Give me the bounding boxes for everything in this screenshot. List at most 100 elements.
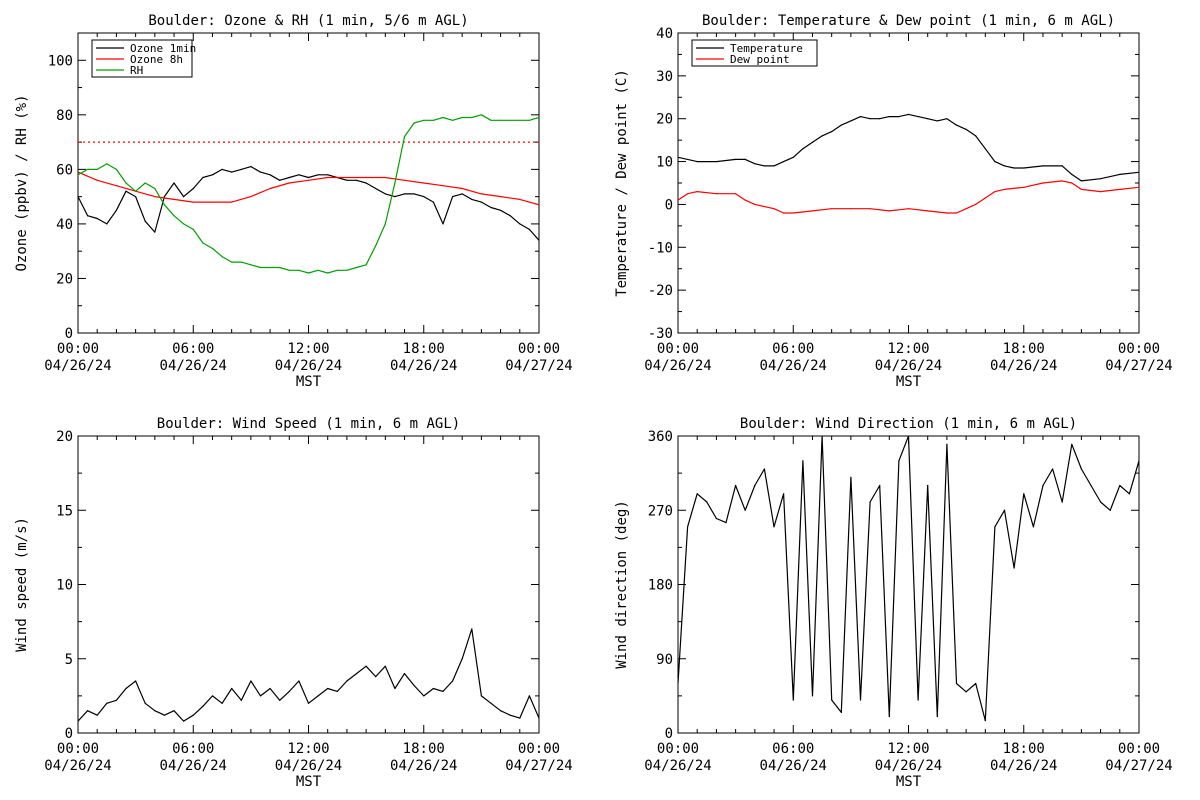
data-point [888,210,890,212]
data-point [1023,493,1025,495]
data-point [231,261,233,263]
data-point [78,171,79,173]
data-point [687,526,689,528]
chart-title: Boulder: Wind Speed (1 min, 6 m AGL) [157,416,460,432]
data-point [500,209,502,211]
data-point [859,116,862,118]
series-line-wspd [78,628,539,722]
data-point [211,174,214,176]
data-point [163,196,165,198]
x-tick-date: 04/27/24 [505,358,572,374]
data-point [106,223,108,225]
data-point [87,215,89,217]
x-tick-date: 04/27/24 [505,758,572,774]
data-point [946,443,948,445]
data-point [202,176,204,179]
x-tick-time: 12:00 [287,341,329,357]
data-point [528,119,531,121]
data-point [384,223,386,225]
data-point [1003,188,1006,190]
data-point [480,695,482,697]
data-point [907,113,910,115]
data-point [773,208,775,210]
y-tick-label: 10 [56,578,73,594]
data-point [173,198,175,200]
data-point [984,197,986,199]
y-tick-label: 15 [56,503,73,519]
data-point [678,682,679,685]
data-point [917,699,919,701]
data-point [192,201,194,203]
data-point [394,687,396,690]
data-point [840,711,842,714]
data-point [528,228,531,230]
data-point [461,193,463,195]
data-point [528,695,531,697]
data-point [994,526,996,528]
data-point [1100,501,1102,503]
data-point [783,212,785,214]
x-tick-time: 06:00 [172,741,214,757]
data-point [452,196,454,198]
data-point [154,196,156,198]
x-tick-time: 12:00 [287,741,329,757]
data-point [221,702,223,704]
data-point [403,673,406,675]
data-point [927,210,929,212]
chart-panel-wspd: Boulder: Wind Speed (1 min, 6 m AGL) Wind… [14,416,573,790]
y-tick-label: 10 [656,155,673,171]
data-point [490,702,492,704]
x-tick-time: 06:00 [772,741,814,757]
x-tick-date: 04/26/24 [990,358,1057,374]
data-point [500,710,502,712]
data-point [907,436,910,437]
data-point [917,116,919,118]
x-tick-date: 04/27/24 [1105,758,1172,774]
data-point [792,212,794,214]
data-point [375,676,377,678]
y-tick-label: 20 [56,271,73,287]
x-tick-time: 00:00 [57,741,99,757]
data-point [490,206,492,209]
data-point [994,161,996,163]
data-point [792,156,794,158]
data-point [413,684,415,687]
data-point [144,220,146,222]
y-tick-label: 90 [656,652,673,668]
data-point [154,231,156,233]
data-point [288,176,290,179]
chart-panel-ozone: Boulder: Ozone & RH (1 min, 5/6 m AGL) Oz… [14,13,573,390]
data-point [403,193,406,195]
x-tick-time: 18:00 [403,741,445,757]
data-point [821,135,823,137]
data-point [706,501,708,503]
y-axis-label: Wind direction (deg) [614,500,630,669]
data-point [984,720,986,722]
data-point [850,208,852,210]
data-point [115,209,117,211]
y-tick-label: 0 [665,726,673,742]
data-point [413,193,415,195]
data-point [423,196,425,198]
x-tick-date: 04/26/24 [875,758,942,774]
data-point [125,190,127,192]
data-point [346,680,348,682]
legend-label: Dew point [730,53,790,66]
data-point [715,161,718,163]
data-point [87,168,89,170]
data-point [288,182,290,184]
data-point [211,201,214,203]
data-point [87,710,89,712]
data-point [163,204,165,206]
data-point [461,116,463,119]
data-point [1128,493,1130,495]
data-point [783,493,785,495]
data-point [154,710,156,712]
data-point [802,148,804,150]
data-point [500,119,502,121]
series-group [78,114,539,274]
data-point [384,176,386,179]
legend-label: Temperature [730,42,803,55]
data-point [211,247,214,250]
data-point [365,264,367,266]
